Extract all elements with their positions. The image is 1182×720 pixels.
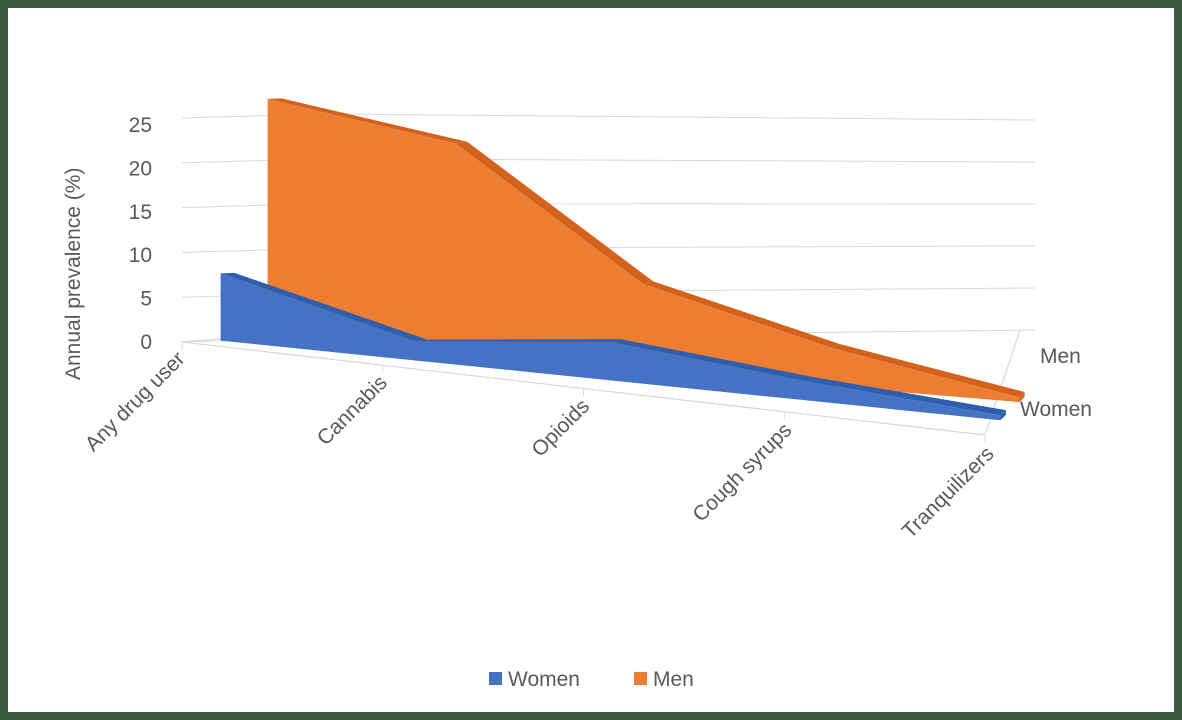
y-tick-label: 5 [140, 288, 152, 311]
legend-label-women: Women [508, 668, 580, 691]
women-top-face [805, 377, 1006, 416]
men-top-face [267, 98, 468, 144]
y-tick-label: 25 [129, 114, 152, 137]
gridline-25 [321, 113, 1036, 121]
men-front-face [267, 98, 1020, 403]
legend-swatch-women [489, 672, 502, 685]
floor-right-edge [984, 329, 1021, 436]
y-axis-title: Annual prevalence (%) [62, 168, 85, 380]
women-front-face [220, 273, 1001, 421]
men-top-face [831, 343, 1025, 398]
women-top-face [415, 339, 621, 342]
x-tick-label: Cannabis [313, 371, 392, 450]
men-top-face [455, 141, 653, 285]
legend: Women Men [489, 668, 694, 691]
x-tick-label: Opioids [527, 395, 594, 462]
y-tick-label: 20 [129, 157, 152, 180]
depth-label-women: Women [1020, 398, 1092, 421]
y-tick-label: 15 [129, 201, 152, 224]
women-top-face [220, 272, 428, 342]
series-men-area [267, 98, 1025, 403]
y-axis-ticks: 0 5 10 15 20 25 [129, 114, 152, 354]
men-end-cap [1019, 392, 1025, 403]
legend-label-men: Men [653, 668, 694, 691]
y-tick-label: 0 [140, 331, 152, 354]
men-top-face [643, 281, 839, 348]
legend-swatch-men [634, 672, 647, 685]
series-women-area [220, 272, 1006, 421]
x-tick-label: Cough syrups [688, 419, 796, 527]
y-tick-label: 10 [129, 244, 152, 267]
depth-axis-labels: Men Women [1020, 345, 1092, 421]
x-tick-label: Tranquilizers [898, 442, 999, 543]
women-top-face [610, 339, 813, 382]
x-tick-label: Any drug user [81, 347, 190, 456]
women-end-cap [1000, 410, 1006, 421]
depth-label-men: Men [1040, 345, 1081, 368]
